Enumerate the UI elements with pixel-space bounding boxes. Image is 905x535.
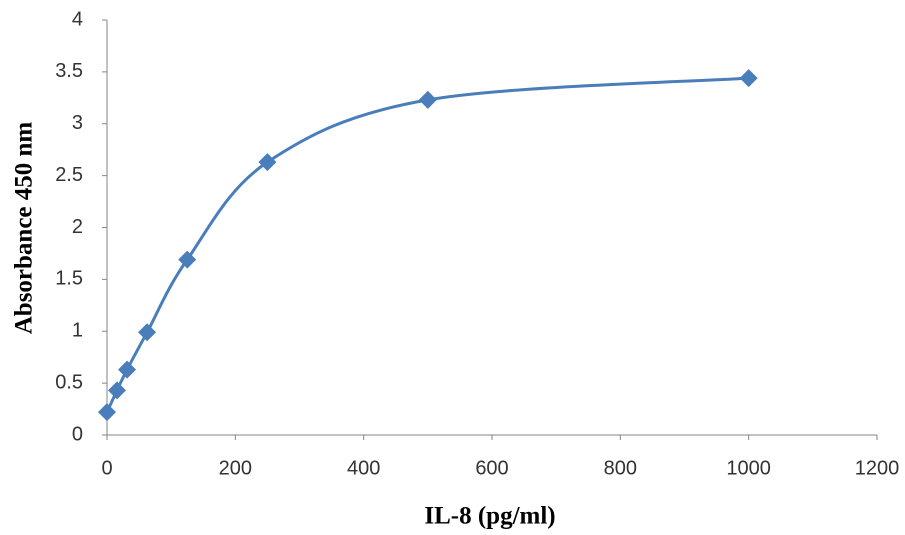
y-tick-label: 2.5 [55,164,83,186]
chart: IL-8 (pg/ml) Absorbance 450 nm 0 0.5 1 1.5 2… [0,0,905,535]
data-point [740,69,758,87]
y-tick-label: 4 [72,8,83,30]
y-tick-label: 3 [72,112,83,134]
y-tick-label: 1 [72,320,83,342]
y-tick-label: 1.5 [55,268,83,290]
x-tick-label: 1200 [855,457,900,479]
series-line [107,78,749,412]
y-tick-label: 2 [72,216,83,238]
data-point [178,251,196,269]
y-tick-label: 0 [72,423,83,445]
y-axis-title: Absorbance 450 nm [11,122,38,335]
y-tick-label: 3.5 [55,60,83,82]
x-tick-label: 0 [101,457,112,479]
data-point [108,381,126,399]
x-axis-title: IL-8 (pg/ml) [424,503,555,530]
x-tick-label: 400 [347,457,380,479]
data-point [118,361,136,379]
x-tick-label: 1000 [726,457,771,479]
data-point [98,403,116,421]
data-point [419,91,437,109]
x-tick-label: 200 [219,457,252,479]
data-point [138,323,156,341]
y-tick-label: 0.5 [55,371,83,393]
x-tick-label: 800 [604,457,637,479]
x-tick-label: 600 [475,457,508,479]
